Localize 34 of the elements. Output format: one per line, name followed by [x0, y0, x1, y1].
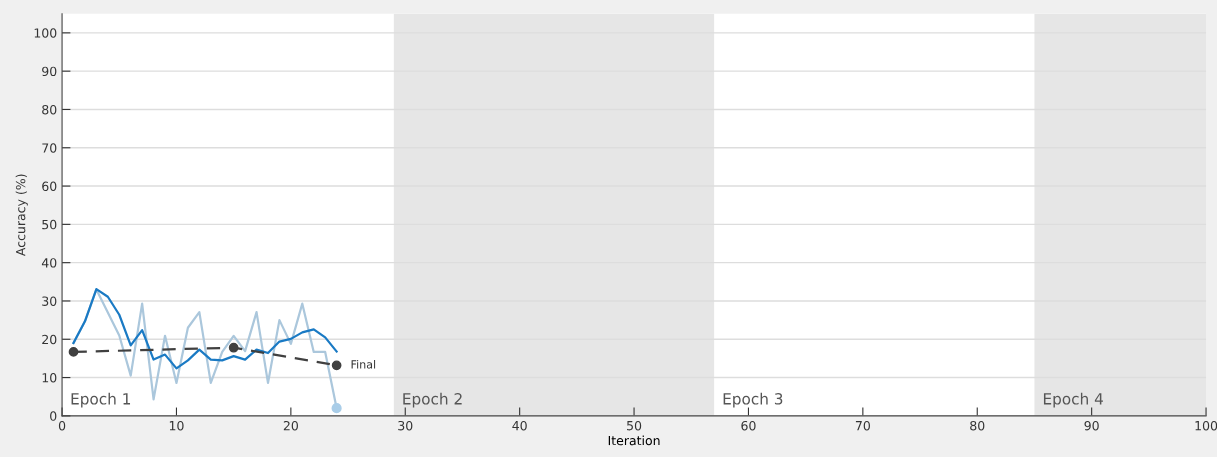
annotation: Epoch 3 [723, 392, 783, 408]
x-tick-label: 90 [1084, 420, 1099, 431]
x-tick-label: 40 [512, 420, 527, 431]
point [228, 342, 239, 353]
x-tick-label: 0 [58, 420, 66, 431]
point [331, 360, 342, 371]
x-tick-label: 50 [627, 420, 642, 431]
x-tick-label: 70 [855, 420, 870, 431]
band-label: Epoch 4 [1043, 392, 1103, 408]
annotation: Final [351, 359, 376, 369]
y-tick-label: 40 [41, 258, 57, 268]
y-tick-label: 60 [42, 181, 57, 191]
x-tick-label: 60 [741, 420, 756, 431]
y-tick-label: 50 [42, 219, 57, 230]
y-tick-label: 20 [42, 334, 57, 345]
x-axis-title: Iteration [608, 435, 660, 446]
y-axis-title: Accuracy (%) [15, 174, 28, 257]
x-tick-label: 30 [398, 420, 413, 431]
y-tick-label: 100 [34, 28, 57, 38]
y-tick-label: 30 [42, 296, 57, 306]
y-tick-label: 70 [42, 143, 57, 153]
x-tick-label: 100 [1195, 420, 1217, 431]
y-tick-label: 0 [50, 411, 57, 421]
x-tick-label: 80 [970, 420, 985, 431]
y-tick-label: 80 [42, 104, 57, 115]
point [331, 403, 342, 414]
band-label: Epoch 2 [403, 392, 462, 408]
y-tick-label: 90 [42, 66, 57, 77]
x-tick-label: 20 [283, 420, 298, 431]
line-series [72, 287, 338, 370]
x-tick-label: 10 [169, 420, 184, 431]
point [68, 347, 79, 357]
y-tick-label: 10 [42, 373, 57, 383]
annotation: Epoch 1 [71, 392, 131, 408]
